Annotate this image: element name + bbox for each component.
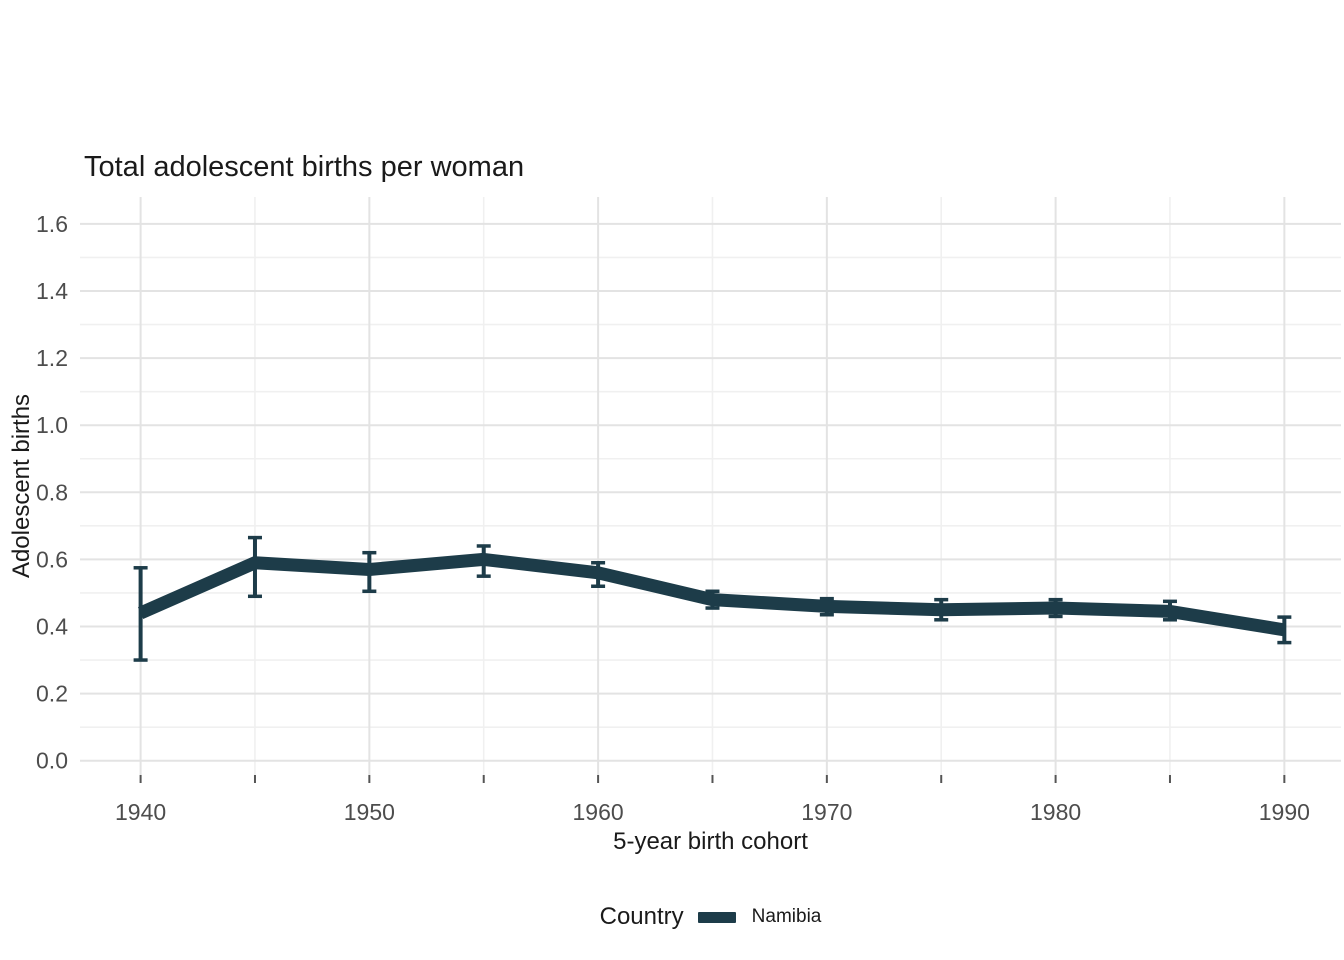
- x-tick-label: 1970: [801, 799, 852, 825]
- legend-line-swatch: [697, 911, 736, 923]
- x-tick-label: 1950: [344, 799, 395, 825]
- legend: Country Namibia: [80, 903, 1341, 931]
- y-tick-label: 1.2: [36, 345, 68, 371]
- x-tick-label: 1990: [1259, 799, 1310, 825]
- x-axis-title: 5-year birth cohort: [613, 828, 808, 855]
- y-axis-title: Adolescent births: [8, 393, 35, 579]
- x-tick-label: 1980: [1030, 799, 1081, 825]
- y-tick-label: 1.6: [36, 211, 68, 237]
- series-namibia: [133, 535, 1292, 662]
- x-tick-label: 1960: [573, 799, 624, 825]
- y-tick-label: 0.6: [36, 546, 68, 572]
- y-tick-label: 0.0: [36, 748, 68, 774]
- chart-title: Total adolescent births per woman: [84, 151, 525, 183]
- y-tick-label: 1.0: [36, 412, 68, 438]
- series-line: [137, 552, 1286, 637]
- y-tick-label: 1.4: [36, 278, 68, 304]
- y-tick-label: 0.8: [36, 479, 68, 505]
- legend-title: Country: [599, 903, 684, 930]
- y-tick-label: 0.4: [36, 614, 68, 640]
- y-tick-label: 0.2: [36, 681, 68, 707]
- error-bar: [133, 566, 148, 662]
- x-tick-label: 1940: [115, 799, 166, 825]
- legend-entry-label: Namibia: [751, 906, 822, 927]
